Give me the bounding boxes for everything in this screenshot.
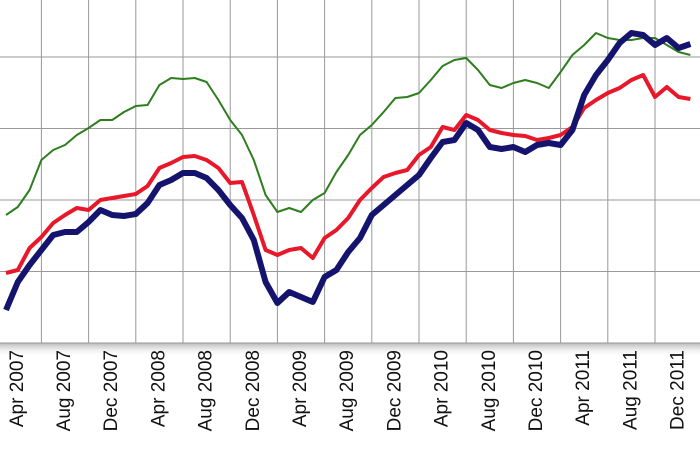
x-tick-label: Apr 2007 (7, 350, 28, 427)
x-tick-label: Apr 2010 (432, 350, 453, 427)
series-line (5, 32, 691, 216)
x-tick-label: Dec 2007 (101, 350, 122, 431)
x-tick-label: Apr 2009 (290, 350, 311, 427)
x-tick-label: Dec 2010 (526, 350, 547, 431)
x-tick-label: Dec 2011 (668, 350, 689, 430)
x-tick-label: Aug 2009 (337, 350, 358, 431)
x-tick-label: Apr 2011 (573, 350, 594, 426)
series-line (3, 30, 692, 312)
x-tick-label: Aug 2011 (620, 350, 641, 430)
x-tick-label: Apr 2008 (148, 350, 169, 427)
x-tick-label: Aug 2007 (54, 350, 75, 431)
plot-shadow (0, 343, 700, 357)
x-tick-label: Dec 2008 (243, 350, 264, 431)
x-tick-label: Dec 2009 (384, 350, 405, 431)
x-tick-label: Aug 2010 (479, 350, 500, 431)
series-line (5, 73, 691, 275)
x-tick-label: Aug 2008 (196, 350, 217, 431)
